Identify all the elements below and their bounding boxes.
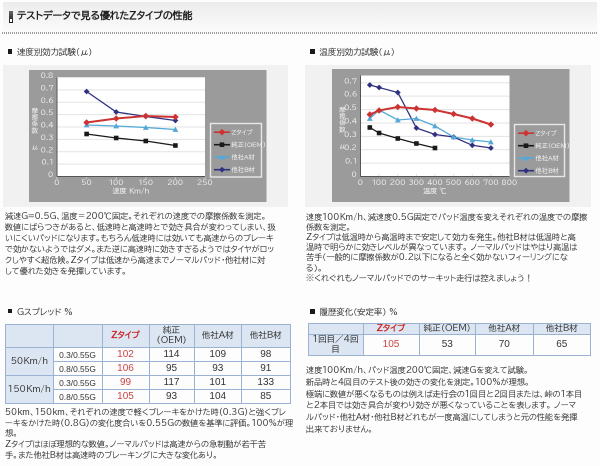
svg-text:100: 100: [372, 179, 387, 186]
svg-text:500: 500: [446, 179, 462, 186]
svg-text:Zタイプ: Zタイプ: [232, 129, 254, 136]
svg-text:純正(OEM): 純正(OEM): [536, 142, 570, 149]
svg-text:他社B材: 他社B材: [536, 167, 559, 174]
svg-text:0: 0: [48, 171, 53, 178]
svg-text:0.3: 0.3: [41, 134, 54, 141]
svg-text:200: 200: [167, 179, 183, 186]
svg-text:0.6: 0.6: [344, 91, 357, 98]
svg-text:0.5: 0.5: [344, 104, 357, 111]
svg-text:0.2: 0.2: [41, 146, 54, 153]
svg-text:0: 0: [358, 179, 363, 186]
svg-text:0: 0: [54, 179, 59, 186]
svg-text:係: 係: [32, 120, 39, 127]
svg-text:μ: μ: [339, 142, 346, 149]
svg-text:他社B材: 他社B材: [232, 166, 255, 173]
svg-text:摩: 摩: [31, 107, 39, 114]
svg-text:0: 0: [352, 171, 357, 178]
svg-text:50: 50: [81, 179, 92, 186]
svg-text:0.6: 0.6: [41, 97, 54, 104]
svg-text:摩: 摩: [338, 106, 346, 113]
svg-text:400: 400: [427, 179, 443, 186]
svg-text:800: 800: [502, 179, 518, 186]
svg-text:擦: 擦: [32, 114, 39, 121]
svg-text:0.7: 0.7: [41, 84, 54, 91]
svg-text:擦: 擦: [339, 113, 346, 120]
svg-text:他社A材: 他社A材: [536, 155, 559, 162]
svg-text:温度 ℃: 温度 ℃: [423, 187, 446, 196]
svg-text:200: 200: [390, 179, 406, 186]
svg-text:数: 数: [31, 127, 39, 134]
svg-text:他社A材: 他社A材: [232, 154, 255, 161]
svg-text:0.5: 0.5: [41, 109, 54, 116]
svg-text:係: 係: [339, 119, 346, 126]
svg-text:0.8: 0.8: [41, 72, 54, 79]
svg-text:700: 700: [483, 179, 499, 186]
svg-text:Zタイプ: Zタイプ: [536, 130, 558, 137]
svg-text:0.2: 0.2: [344, 144, 357, 151]
svg-text:0.4: 0.4: [41, 122, 54, 129]
svg-text:0.1: 0.1: [345, 158, 357, 165]
svg-text:100: 100: [109, 179, 124, 186]
svg-text:純正(OEM): 純正(OEM): [232, 141, 266, 148]
svg-text:μ: μ: [32, 143, 39, 150]
svg-text:150: 150: [138, 179, 153, 186]
svg-text:数: 数: [338, 126, 346, 133]
svg-text:0.7: 0.7: [344, 77, 357, 84]
svg-text:0.1: 0.1: [42, 159, 54, 166]
svg-text:速度 Km/h: 速度 Km/h: [113, 188, 150, 196]
svg-text:600: 600: [464, 179, 480, 186]
svg-text:0.4: 0.4: [344, 117, 357, 124]
svg-text:0.3: 0.3: [344, 131, 357, 138]
svg-text:300: 300: [408, 179, 424, 186]
svg-text:250: 250: [197, 179, 213, 186]
